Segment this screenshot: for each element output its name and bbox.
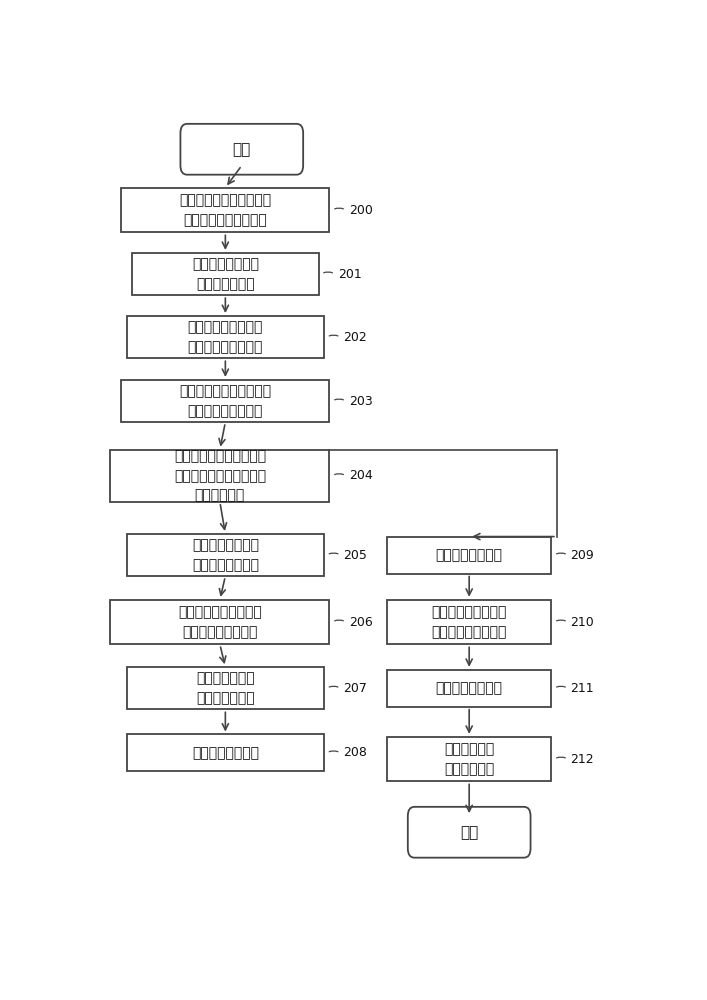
Bar	[110, 600, 329, 644]
Bar	[387, 737, 551, 781]
Text: 204: 204	[349, 469, 373, 482]
FancyBboxPatch shape	[180, 124, 303, 175]
Text: 210: 210	[571, 616, 595, 629]
Bar	[127, 667, 324, 709]
Text: 205: 205	[343, 549, 367, 562]
Text: 自预定刺激值中
扣除低阶刺激值: 自预定刺激值中 扣除低阶刺激值	[196, 672, 255, 705]
Text: 量测红、绿、蓝三原色所
对应的一组亮度曲线值: 量测红、绿、蓝三原色所 对应的一组亮度曲线值	[180, 193, 271, 227]
Bar	[387, 600, 551, 644]
Text: 量测灰阶值为零时，
所对应的低阶刺激值: 量测灰阶值为零时， 所对应的低阶刺激值	[187, 320, 263, 354]
Text: 自第一至第四组刺激值
中，扣除低阶刺激值: 自第一至第四组刺激值 中，扣除低阶刺激值	[178, 605, 262, 639]
FancyBboxPatch shape	[408, 807, 530, 858]
Text: 量测原始白色所对
应的预定刺激值: 量测原始白色所对 应的预定刺激值	[192, 257, 259, 291]
Text: 212: 212	[571, 753, 594, 766]
Text: 208: 208	[343, 746, 367, 759]
Bar	[387, 537, 551, 574]
Bar	[387, 670, 551, 707]
Bar	[132, 253, 319, 295]
Text: 计算出最终增益值: 计算出最终增益值	[436, 681, 503, 695]
Bar	[127, 316, 324, 358]
Text: 200: 200	[349, 204, 373, 217]
Bar	[122, 380, 329, 422]
Text: 以第一、第二混合比
例计算出初始增益值: 以第一、第二混合比 例计算出初始增益值	[431, 605, 507, 639]
Bar	[127, 734, 324, 771]
Text: 202: 202	[343, 331, 367, 344]
Text: 计算第一混合比例: 计算第一混合比例	[192, 746, 259, 760]
Bar	[110, 450, 329, 502]
Text: 计算第二混合比例: 计算第二混合比例	[436, 548, 503, 562]
Text: 207: 207	[343, 682, 367, 695]
Text: 定义目标白色的色度坐标
及亮度值为第四色度坐标
及第四亮度值: 定义目标白色的色度坐标 及亮度值为第四色度坐标 及第四亮度值	[174, 449, 266, 502]
Bar	[127, 534, 324, 576]
Text: 201: 201	[338, 267, 361, 280]
Bar	[122, 188, 329, 232]
Text: 将色度坐标及亮度
值，转换为刺激值: 将色度坐标及亮度 值，转换为刺激值	[192, 538, 259, 572]
Text: 206: 206	[349, 616, 373, 629]
Text: 开始: 开始	[233, 142, 251, 157]
Text: 209: 209	[571, 549, 595, 562]
Text: 211: 211	[571, 682, 594, 695]
Text: 203: 203	[349, 395, 373, 408]
Text: 结束: 结束	[460, 825, 479, 840]
Text: 将最终增益值
设定至显示器: 将最终增益值 设定至显示器	[444, 742, 494, 776]
Text: 选取第一至第三色度坐标
及第一至第三亮度值: 选取第一至第三色度坐标 及第一至第三亮度值	[180, 384, 271, 418]
